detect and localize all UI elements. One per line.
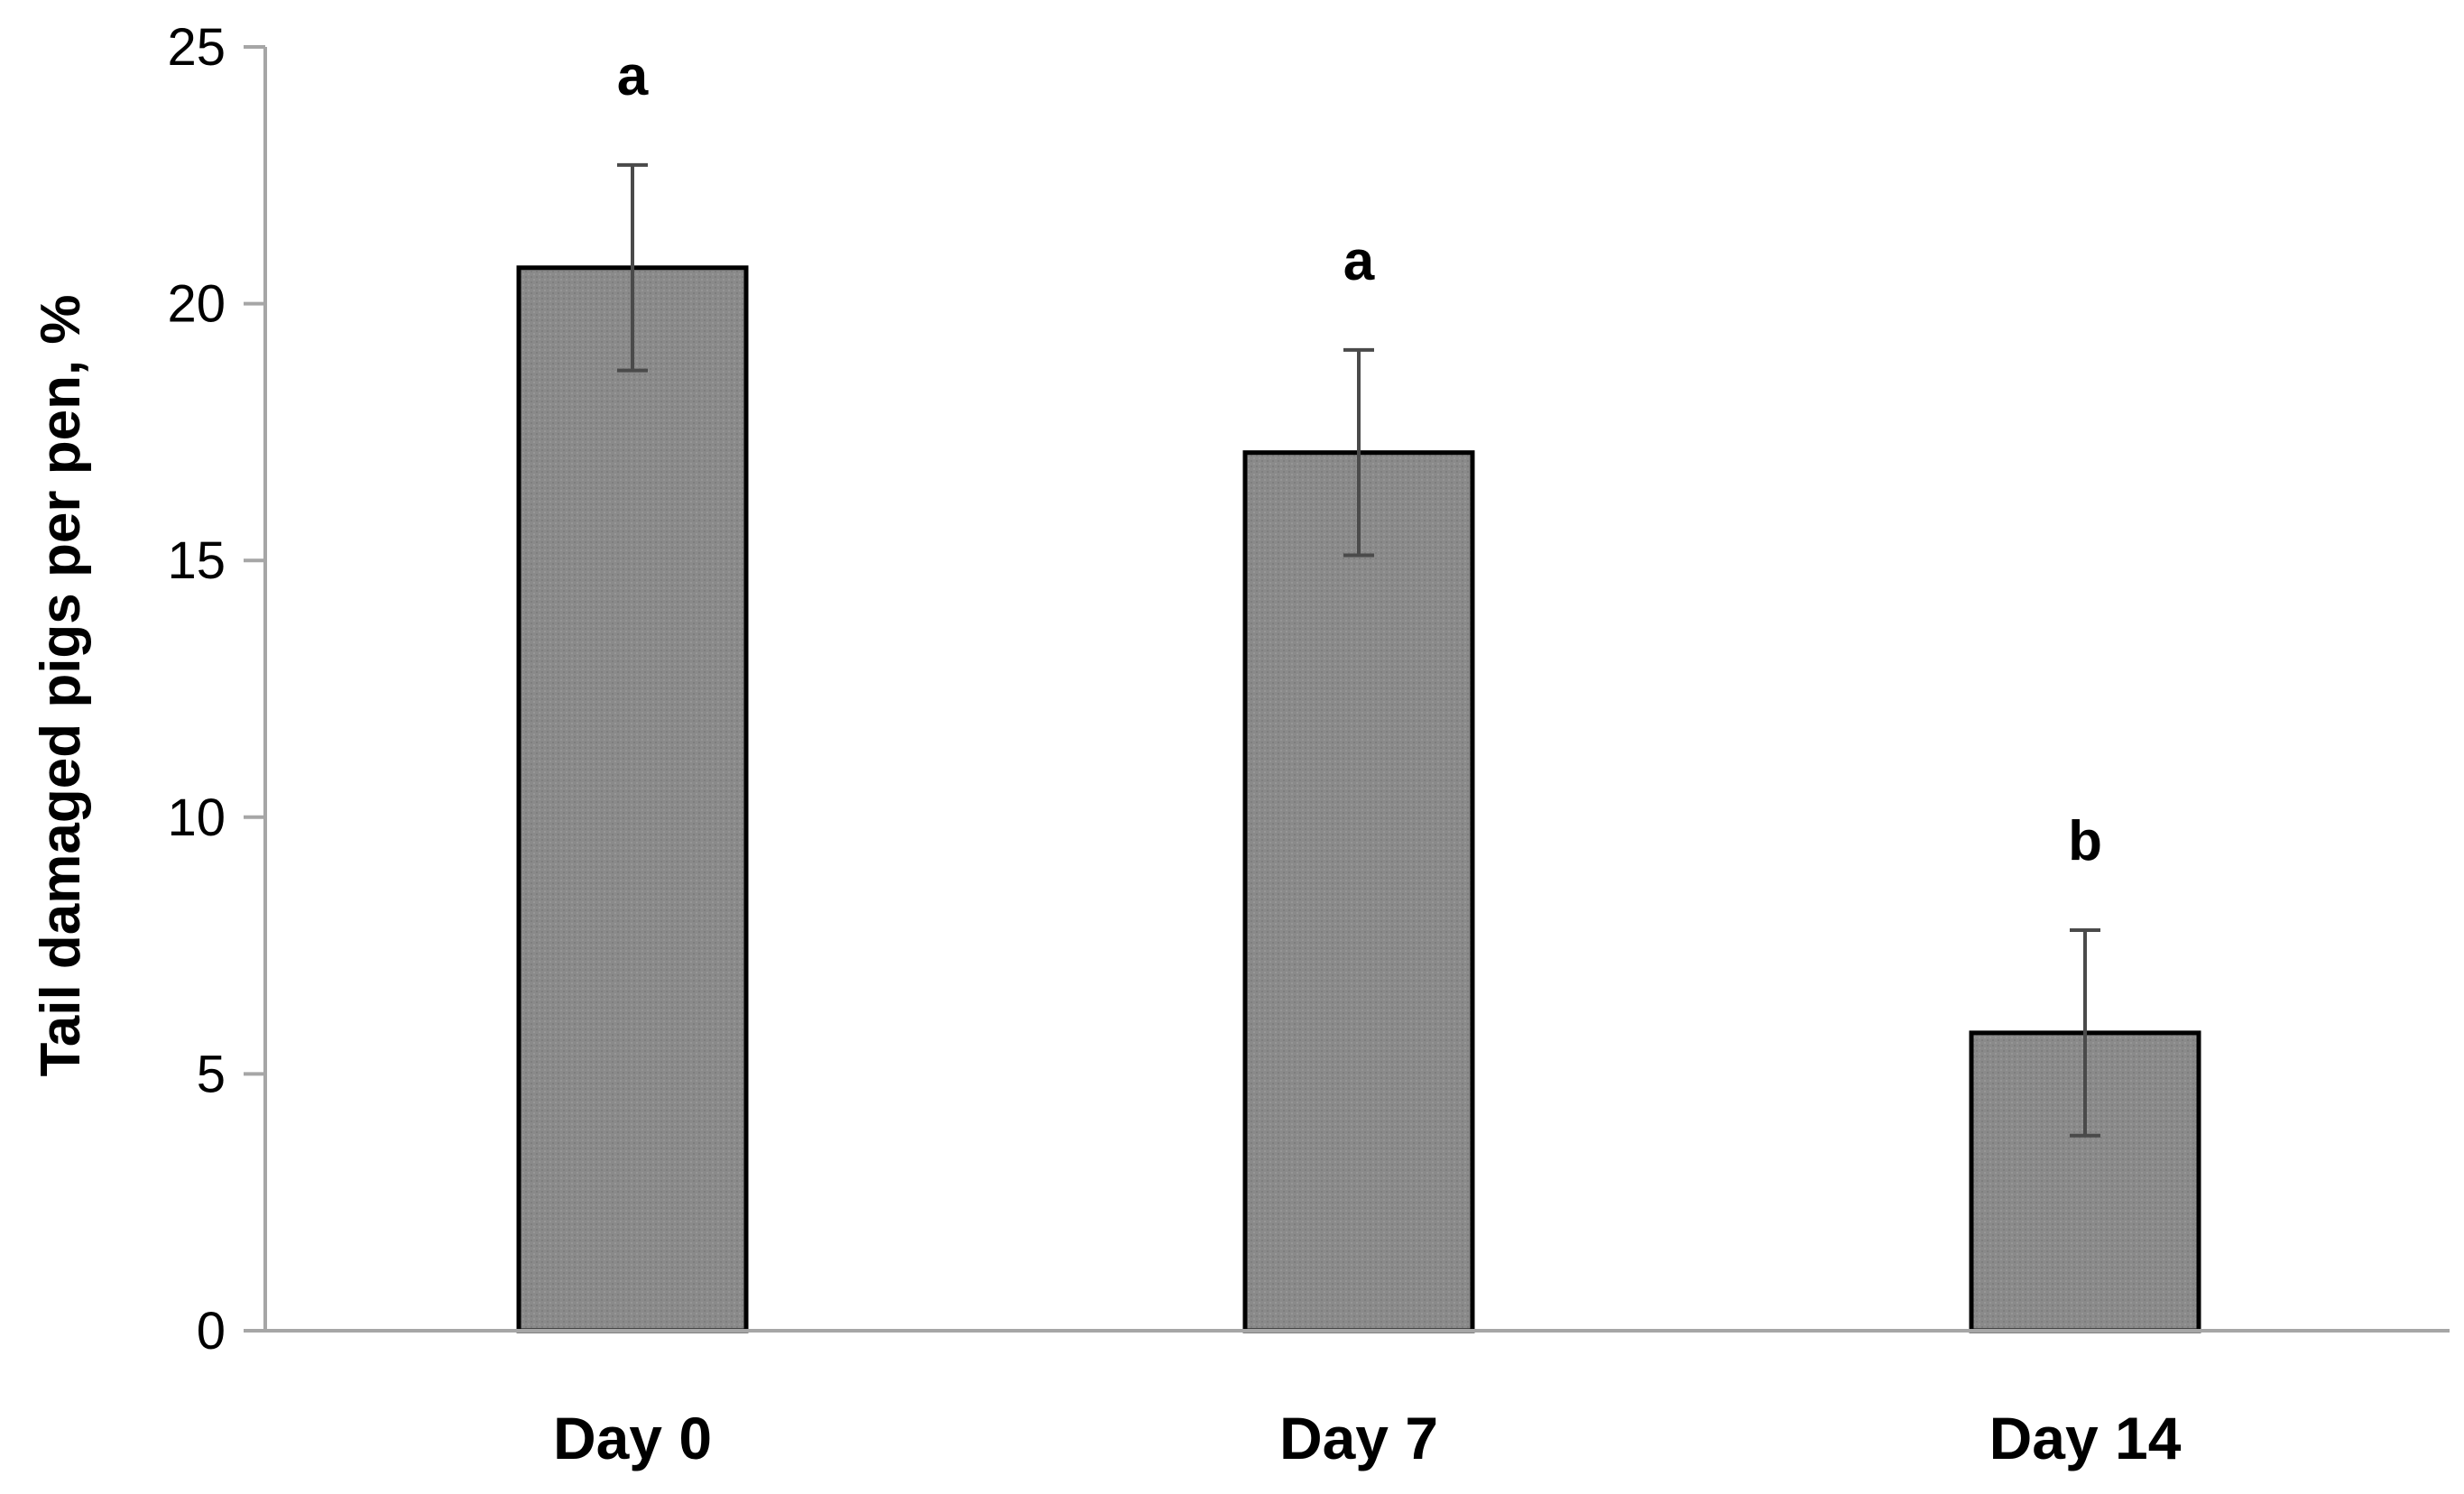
significance-letter: a: [1343, 230, 1375, 292]
y-tick-label: 15: [167, 531, 226, 590]
y-tick-label: 20: [167, 275, 226, 334]
significance-letter: b: [2068, 810, 2102, 872]
y-tick-label: 10: [167, 788, 226, 847]
y-axis-title-group: Tail damaged pigs per pen, %: [30, 294, 92, 1076]
y-axis-ticks: 0 5 10 15 20 25: [167, 18, 265, 1360]
x-category-label: Day 7: [1279, 1405, 1438, 1471]
y-tick-label: 0: [197, 1302, 226, 1360]
bar: [1242, 450, 1475, 1333]
y-tick-label: 25: [167, 18, 226, 77]
x-category-label: Day 14: [1989, 1405, 2182, 1471]
labels-layer: a Day 0 a Day 7 b Day 14: [553, 45, 2182, 1471]
x-category-label: Day 0: [553, 1405, 712, 1471]
axes-layer: [263, 47, 2450, 1333]
y-tick-label: 5: [197, 1045, 226, 1103]
bar: [516, 265, 749, 1333]
significance-letter: a: [617, 45, 649, 107]
y-axis-title: Tail damaged pigs per pen, %: [30, 294, 92, 1076]
bars-layer: [516, 162, 2201, 1333]
